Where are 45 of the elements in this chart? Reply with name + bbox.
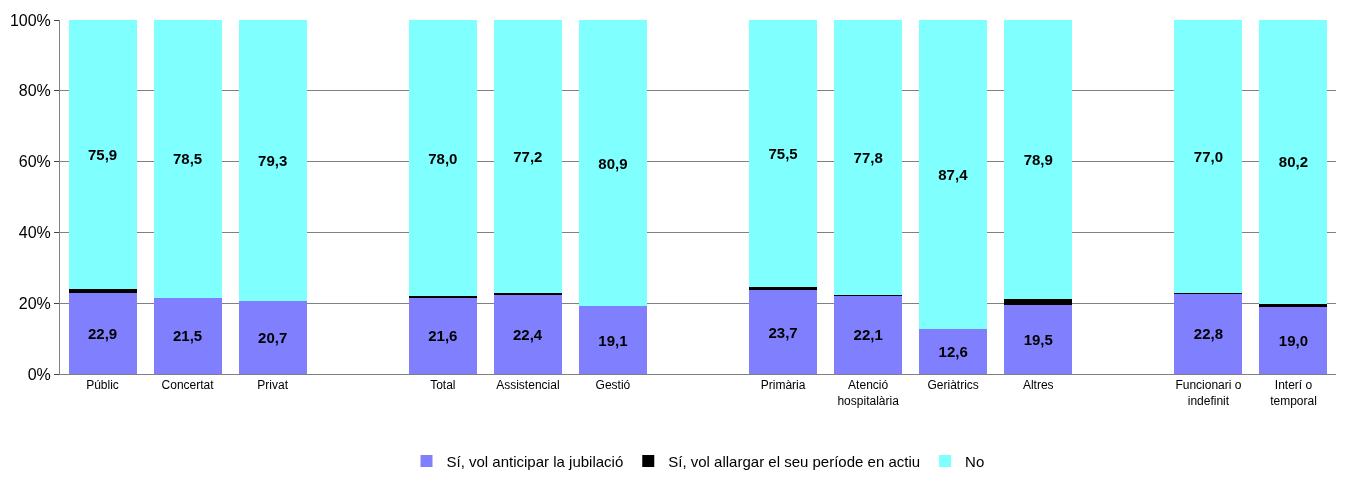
data-label: 19,5: [1023, 330, 1053, 348]
data-label: 22,4: [512, 325, 543, 343]
y-tick-label: 100%: [9, 11, 51, 29]
y-tick-label: 80%: [18, 82, 51, 100]
x-tick-label: Funcionari o indefinit: [1175, 378, 1242, 408]
x-tick-label: Concertat: [161, 378, 215, 393]
x-tick-label: Gestió: [595, 378, 631, 393]
x-tick-label: Privat: [257, 378, 289, 393]
data-label: 19,1: [598, 331, 628, 349]
data-label: 87,4: [938, 166, 969, 184]
x-tick-label: Públic: [86, 378, 119, 393]
x-tick-label: Geriàtrics: [927, 378, 979, 393]
data-label: 22,1: [853, 326, 883, 344]
x-tick-label: Altres: [1022, 378, 1054, 393]
data-label: 80,9: [598, 154, 628, 172]
data-label: 77,8: [853, 149, 883, 167]
data-label: 23,7: [768, 323, 798, 341]
data-label: 22,8: [1193, 325, 1223, 343]
x-tick-label: Primària: [760, 378, 806, 393]
data-label: 20,7: [258, 328, 288, 346]
legend-label: Sí, vol anticipar la jubilació: [446, 452, 624, 470]
data-label: 80,2: [1278, 153, 1309, 171]
legend-label: Sí, vol allargar el seu període en actiu: [668, 452, 921, 470]
data-label: 75,9: [87, 145, 118, 163]
data-label: 12,6: [938, 343, 968, 361]
data-label: 78,0: [428, 149, 458, 167]
x-tick-label: Atenció hospitalària: [837, 378, 900, 408]
data-label: 77,2: [513, 148, 543, 166]
data-label: 79,3: [258, 151, 288, 169]
legend-label: No: [965, 452, 985, 470]
y-tick-label: 40%: [18, 224, 51, 241]
data-label: 77,0: [1193, 147, 1223, 165]
x-tick-label: Total: [430, 378, 456, 393]
data-label: 78,5: [173, 150, 203, 168]
data-label: 78,9: [1023, 151, 1053, 169]
x-tick-label: Interí o temporal: [1270, 378, 1317, 408]
data-label: 22,9: [87, 324, 118, 342]
y-tick-label: 60%: [18, 153, 51, 171]
x-tick-label: Assistencial: [496, 378, 560, 393]
data-label: 19,0: [1278, 331, 1309, 349]
data-label: 21,6: [428, 327, 458, 345]
y-tick-label: 20%: [18, 294, 51, 312]
data-label: 21,5: [173, 327, 203, 345]
data-label: 75,5: [768, 145, 798, 163]
y-tick-label: 0%: [27, 365, 51, 383]
